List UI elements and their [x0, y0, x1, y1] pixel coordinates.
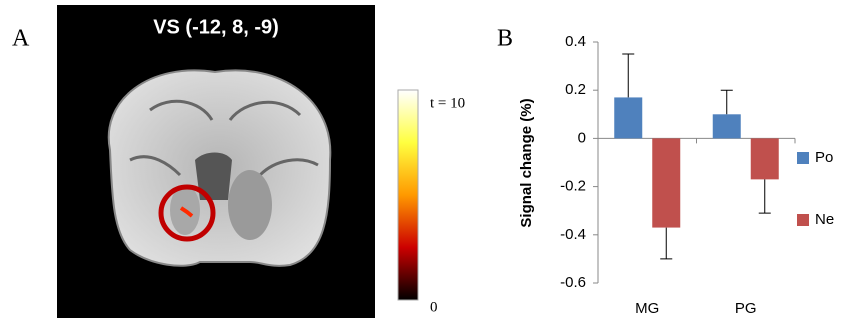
error-bar [660, 228, 672, 259]
panel-label: A [12, 26, 30, 52]
x-tick-label: MG [635, 300, 659, 317]
error-bar [622, 54, 634, 97]
y-tick-label: 0 [578, 129, 586, 146]
y-tick-label: -0.2 [560, 178, 586, 195]
image-title: VS (-12, 8, -9) [153, 16, 279, 38]
colorbar [398, 90, 418, 300]
legend-label: Ne [815, 211, 834, 228]
colorbar-min-label: 0 [430, 299, 438, 315]
bar [652, 138, 680, 227]
brain-slice [109, 70, 331, 265]
legend-swatch [797, 152, 809, 164]
y-tick-label: -0.6 [560, 274, 586, 291]
x-tick-label: PG [735, 300, 757, 317]
legend-swatch [797, 214, 809, 226]
y-axis-label: Signal change (%) [518, 98, 535, 227]
figure: A VS (-12, 8, -9) t = 10 0 B Signal chan… [0, 0, 867, 322]
bar [751, 138, 779, 179]
y-tick-label: 0.2 [565, 81, 586, 98]
panel-label: B [497, 26, 513, 52]
bar [713, 114, 741, 138]
error-bar [759, 179, 771, 213]
legend-label: Po [815, 149, 833, 166]
page: A VS (-12, 8, -9) t = 10 0 B Signal chan… [0, 0, 867, 322]
y-tick-label: -0.4 [560, 226, 586, 243]
y-tick-label: 0.4 [565, 33, 586, 50]
bar [614, 97, 642, 138]
error-bar [721, 90, 733, 114]
colorbar-max-label: t = 10 [430, 95, 465, 111]
